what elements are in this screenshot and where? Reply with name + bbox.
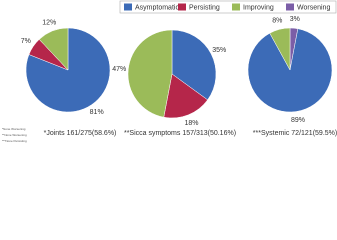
value-label: 35%	[212, 47, 226, 54]
pie-slice	[171, 29, 217, 101]
value-label: 89%	[291, 117, 305, 124]
value-label: 8%	[272, 17, 282, 24]
pie-slice	[163, 73, 208, 119]
pie-slice	[38, 27, 69, 71]
legend-box	[119, 0, 337, 14]
footnote: ***None Persisting	[2, 139, 27, 143]
chart-title: *Joints 161/275(58.6%)	[44, 130, 117, 137]
pie-slice	[269, 27, 291, 71]
pie-slice	[247, 28, 333, 113]
legend-swatch	[124, 3, 132, 11]
legend-swatch	[232, 3, 240, 11]
value-label: 47%	[112, 66, 126, 73]
chart-title: ***Systemic 72/121(59.5%)	[253, 130, 337, 137]
value-label: 7%	[21, 38, 31, 45]
legend-label: Worsening	[297, 4, 330, 11]
value-label: 12%	[42, 19, 56, 26]
chart: Asymptomatic Persisting Improving Worsening…	[2, 0, 337, 143]
legend-label: Persisting	[189, 4, 220, 11]
pie-slice	[127, 29, 173, 118]
value-label: 3%	[290, 16, 300, 23]
legend-swatch	[286, 3, 294, 11]
value-label: 81%	[90, 109, 104, 116]
footnote: **None Worsening	[2, 133, 27, 137]
legend-swatch	[178, 3, 186, 11]
footnote: *None Worsening	[2, 127, 26, 131]
value-label: 18%	[185, 120, 199, 127]
chart-title: **Sicca symptoms 157/313(50.16%)	[124, 130, 236, 137]
legend-label: Improving	[243, 4, 274, 11]
pie-slice	[25, 27, 111, 113]
legend-label: Asymptomatic	[135, 4, 179, 11]
